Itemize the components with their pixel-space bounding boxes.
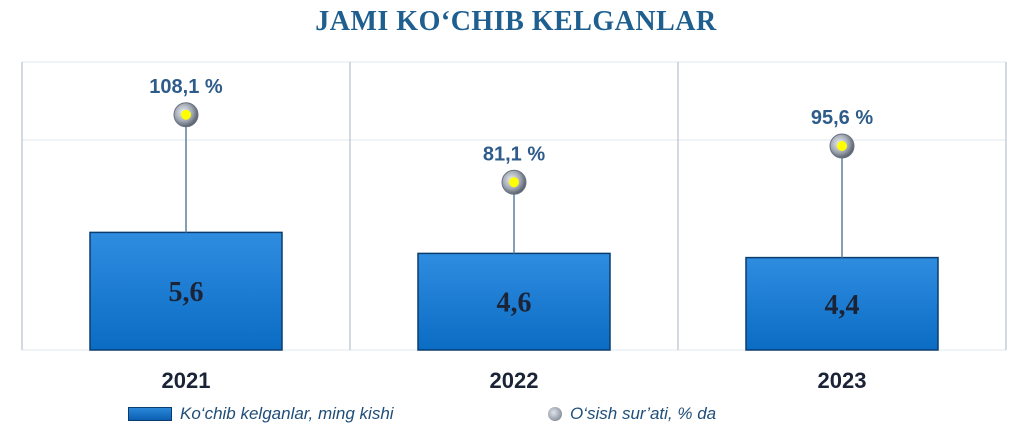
legend-dot-swatch-icon	[548, 407, 562, 421]
legend-item-growth: O‘sish sur’ati, % da	[548, 404, 716, 424]
legend-label-bars: Ko‘chib kelganlar, ming kishi	[180, 404, 394, 423]
chart-title: JAMI KO‘CHIB KELGANLAR	[315, 6, 717, 37]
growth-point-center	[509, 177, 519, 188]
bar-value-label: 4,4	[825, 290, 860, 321]
growth-label: 81,1 %	[483, 143, 545, 165]
legend-label-growth: O‘sish sur’ati, % da	[570, 404, 717, 423]
growth-point-center	[837, 141, 847, 151]
chart-legend: Ko‘chib kelganlar, ming kishi O‘sish sur…	[0, 404, 1032, 434]
year-label: 2021	[162, 368, 211, 393]
chart-area: 108,1 % 5,6 2021 81,1 % 4,6 2022 95,6 % 4,4 2023	[21, 61, 1007, 393]
bar-value-label: 5,6	[169, 277, 204, 308]
legend-item-bars: Ko‘chib kelganlar, ming kishi	[128, 404, 394, 424]
legend-bar-swatch-icon	[128, 407, 172, 421]
growth-label: 95,6 %	[811, 107, 873, 129]
year-label: 2023	[818, 368, 867, 393]
year-label: 2022	[490, 368, 539, 393]
bar-value-label: 4,6	[497, 288, 532, 319]
growth-point-center	[181, 109, 191, 120]
growth-label: 108,1 %	[149, 76, 223, 98]
bar	[417, 252, 611, 351]
